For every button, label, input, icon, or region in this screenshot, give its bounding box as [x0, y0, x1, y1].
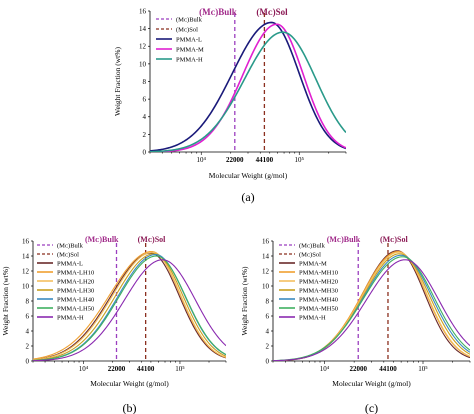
y-tick-label: 14 — [22, 252, 30, 260]
y-tick-label: 10 — [262, 282, 270, 290]
y-tick-label: 2 — [266, 342, 270, 350]
legend-label: PMMA-LH10 — [57, 269, 94, 276]
legend-label: PMMA-H — [57, 314, 84, 321]
marker-label-sol: (Mᴄ)Sol — [138, 235, 167, 244]
y-tick-label: 6 — [26, 312, 30, 320]
series-line-pmma-m — [150, 23, 346, 152]
legend-label: PMMA-M — [176, 46, 204, 53]
x-tick-label: 10⁴ — [320, 365, 330, 373]
x-tick-label: 44100 — [256, 156, 274, 164]
series-line-pmma-lh50 — [33, 255, 226, 361]
legend-label: PMMA-MH10 — [299, 269, 338, 276]
x-tick-label: 10⁵ — [418, 365, 428, 373]
marker-label-sol: (Mᴄ)Sol — [256, 7, 288, 17]
legend-label: (Mᴄ)Sol — [57, 251, 79, 258]
marker-label-bulk: (Mᴄ)Bulk — [199, 7, 237, 17]
x-tick-label: 22000 — [349, 365, 367, 373]
series-line-pmma-l — [33, 252, 226, 361]
legend-label: PMMA-H — [176, 56, 203, 63]
legend-label: (Mᴄ)Bulk — [299, 242, 326, 249]
y-axis-label: Weight Fraction (wt%) — [1, 266, 10, 335]
legend-label: PMMA-L — [176, 36, 202, 43]
legend-label: PMMA-LH50 — [57, 305, 94, 312]
legend-label: PMMA-LH30 — [57, 287, 94, 294]
x-axis-label: Molecular Weight (g/mol) — [209, 171, 288, 180]
y-tick-label: 4 — [266, 327, 270, 335]
y-tick-label: 2 — [143, 131, 147, 139]
series-line-pmma-h — [273, 259, 470, 361]
y-tick-label: 12 — [262, 267, 270, 275]
y-tick-label: 14 — [262, 252, 270, 260]
y-axis-label: Weight Fraction (wt%) — [113, 47, 122, 116]
y-tick-label: 0 — [26, 357, 30, 365]
legend-label: (Mᴄ)Sol — [176, 26, 198, 33]
panel-label: (c) — [365, 401, 378, 414]
y-tick-label: 8 — [143, 78, 147, 86]
marker-label-bulk: (Mᴄ)Bulk — [85, 235, 119, 244]
y-axis-label: Weight Fraction (wt%) — [240, 266, 249, 335]
x-axis-label: Molecular Weight (g/mol) — [90, 379, 169, 388]
y-tick-label: 8 — [26, 297, 30, 305]
y-tick-label: 0 — [143, 148, 147, 156]
x-tick-label: 44100 — [137, 365, 155, 373]
x-tick-label: 10⁴ — [197, 156, 207, 164]
y-tick-label: 16 — [139, 7, 147, 15]
series-line-pmma-mh50 — [273, 256, 470, 361]
y-tick-label: 2 — [26, 342, 30, 350]
panel-label: (a) — [241, 190, 254, 204]
legend-label: PMMA-MH50 — [299, 305, 338, 312]
x-tick-label: 10⁴ — [79, 365, 89, 373]
legend-label: PMMA-LH40 — [57, 296, 94, 303]
y-tick-label: 6 — [143, 96, 147, 104]
y-tick-label: 14 — [139, 25, 147, 33]
legend-label: PMMA-L — [57, 260, 83, 267]
y-tick-label: 0 — [266, 357, 270, 365]
x-tick-label: 22000 — [226, 156, 244, 164]
y-tick-label: 4 — [26, 327, 30, 335]
y-tick-label: 16 — [262, 237, 270, 245]
legend-label: PMMA-MH20 — [299, 278, 338, 285]
y-tick-label: 4 — [143, 113, 147, 121]
y-tick-label: 16 — [22, 237, 30, 245]
legend-label: (Mᴄ)Sol — [299, 251, 321, 258]
legend-label: PMMA-H — [299, 314, 326, 321]
legend-label: (Mᴄ)Bulk — [57, 242, 84, 249]
x-tick-label: 10⁵ — [295, 156, 305, 164]
y-tick-label: 6 — [266, 312, 270, 320]
y-tick-label: 8 — [266, 297, 270, 305]
legend-label: PMMA-LH20 — [57, 278, 94, 285]
x-axis-label: Molecular Weight (g/mol) — [332, 379, 411, 388]
marker-label-sol: (Mᴄ)Sol — [380, 235, 409, 244]
series-line-pmma-lh30 — [33, 253, 226, 361]
x-tick-label: 22000 — [108, 365, 126, 373]
x-tick-label: 10⁵ — [175, 365, 185, 373]
series-line-pmma-lh20 — [33, 251, 226, 361]
legend-label: PMMA-MH40 — [299, 296, 338, 303]
series-line-pmma-h — [33, 259, 226, 361]
y-tick-label: 12 — [139, 43, 147, 51]
y-tick-label: 12 — [22, 267, 30, 275]
legend-label: PMMA-M — [299, 260, 327, 267]
series-line-pmma-l — [150, 21, 346, 152]
series-line-pmma-h — [150, 31, 346, 152]
x-tick-label: 44100 — [379, 365, 397, 373]
marker-label-bulk: (Mᴄ)Bulk — [327, 235, 361, 244]
legend-label: PMMA-MH30 — [299, 287, 338, 294]
y-tick-label: 10 — [139, 60, 147, 68]
legend-label: (Mᴄ)Bulk — [176, 16, 203, 23]
panel-label: (b) — [123, 401, 137, 414]
y-tick-label: 10 — [22, 282, 30, 290]
